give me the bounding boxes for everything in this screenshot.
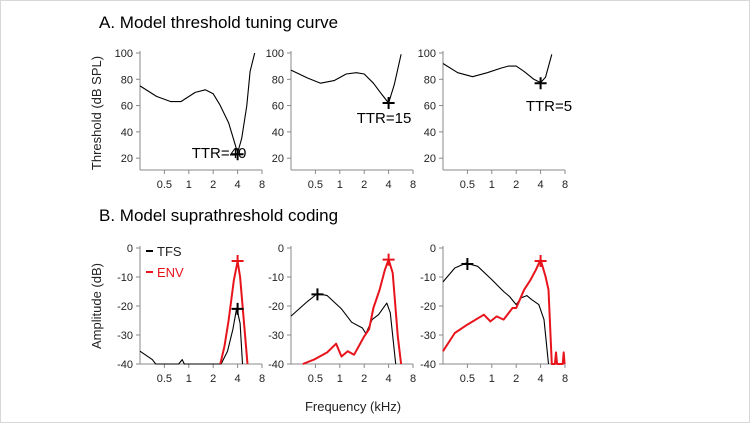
y-tick-label: -10: [117, 272, 133, 284]
peak-marker: [311, 288, 324, 301]
x-tick-label: 4: [538, 179, 544, 191]
y-tick-label: -40: [268, 359, 284, 371]
y-tick-label: 40: [121, 127, 133, 139]
peak-marker: [231, 255, 244, 268]
x-tick-label: 0.5: [157, 179, 172, 191]
panel-5: 0.5 1 2 4 8 0 -10 -20 -30 -40: [268, 243, 416, 385]
y-tick-label: -30: [117, 330, 133, 342]
y-tick-label: 0: [278, 243, 284, 255]
y-tick-label: 0: [127, 243, 133, 255]
x-tick-label: 4: [235, 373, 241, 385]
x-tick-label: 8: [562, 179, 568, 191]
x-tick-label: 2: [361, 179, 367, 191]
x-tick-label: 2: [210, 373, 216, 385]
ttr-annotation: TTR=40: [192, 145, 247, 162]
x-tick-label: 1: [489, 179, 495, 191]
x-tick-label: 2: [361, 373, 367, 385]
x-tick-label: 0.5: [157, 373, 172, 385]
section-b-title: B. Model suprathreshold coding: [99, 206, 338, 225]
x-tick-label: 2: [210, 179, 216, 191]
x-tick-label: 0.5: [308, 373, 323, 385]
ttr-annotation: TTR=15: [357, 110, 412, 127]
section-a-title: A. Model threshold tuning curve: [99, 13, 338, 32]
x-tick-label: 1: [489, 373, 495, 385]
y-tick-label: 100: [418, 48, 436, 60]
x-tick-label: 4: [386, 373, 392, 385]
x-tick-label: 0.5: [308, 179, 323, 191]
peak-marker: [231, 148, 244, 161]
legend: TFS ENV: [146, 244, 184, 280]
peak-marker: [461, 257, 474, 270]
y-tick-label: 20: [424, 153, 436, 165]
x-tick-label: 8: [410, 179, 416, 191]
x-tick-label: 2: [513, 373, 519, 385]
x-tick-label: 4: [386, 179, 392, 191]
x-tick-label: 4: [235, 179, 241, 191]
x-tick-label: 8: [410, 373, 416, 385]
y-tick-label: 20: [121, 153, 133, 165]
x-tick-label: 8: [259, 373, 265, 385]
env-curve: [219, 260, 249, 365]
env-curve: [442, 258, 566, 365]
y-tick-label: -40: [420, 359, 436, 371]
y-axis-label-amplitude: Amplitude (dB): [89, 263, 104, 349]
peak-marker: [534, 77, 547, 90]
panel-2: 0.5 1 2 4 8 20 40 60 80 100 TTR=15: [266, 48, 416, 191]
y-tick-label: -20: [420, 301, 436, 313]
x-tick-label: 8: [562, 373, 568, 385]
peak-marker: [231, 302, 244, 315]
peak-marker: [382, 253, 395, 266]
panel-6: 0.5 1 2 4 8 0 -10 -20 -30 -40: [420, 243, 568, 385]
y-tick-label: -10: [420, 272, 436, 284]
tfs-curve: [139, 307, 244, 365]
env-curve: [302, 258, 403, 365]
x-tick-label: 1: [186, 179, 192, 191]
y-tick-label: 60: [272, 101, 284, 113]
legend-label-tfs: TFS: [157, 244, 182, 259]
threshold-curve: [442, 54, 553, 84]
tfs-curve: [290, 292, 397, 365]
x-tick-label: 8: [259, 179, 265, 191]
y-tick-label: 0: [430, 243, 436, 255]
x-tick-label: 4: [538, 373, 544, 385]
panel-3: 0.5 1 2 4 8 20 40 60 80 100 TTR=5: [418, 48, 572, 191]
y-tick-label: 40: [272, 127, 284, 139]
y-tick-label: 80: [272, 74, 284, 86]
y-tick-label: 100: [115, 48, 133, 60]
peak-marker: [534, 255, 547, 268]
y-tick-label: 20: [272, 153, 284, 165]
x-tick-label: 0.5: [460, 373, 475, 385]
y-tick-label: -30: [420, 330, 436, 342]
threshold-curve: [139, 52, 256, 154]
y-tick-label: 80: [424, 74, 436, 86]
x-tick-label: 1: [186, 373, 192, 385]
y-tick-label: -20: [117, 301, 133, 313]
x-axis-label: Frequency (kHz): [305, 399, 401, 414]
legend-label-env: ENV: [157, 265, 184, 280]
y-tick-label: 60: [121, 101, 133, 113]
x-tick-label: 0.5: [460, 179, 475, 191]
y-axis-label-threshold: Threshold (dB SPL): [89, 56, 104, 170]
y-tick-label: 100: [266, 48, 284, 60]
peak-marker: [382, 96, 395, 109]
panel-4: 0.5 1 2 4 8 0 -10 -20 -30 -40: [117, 243, 265, 385]
threshold-curve: [290, 54, 402, 104]
x-tick-label: 2: [513, 179, 519, 191]
panel-1: 0.5 1 2 4 8 20 40 60 80 100 TTR=40: [115, 48, 265, 191]
y-tick-label: -30: [268, 330, 284, 342]
x-tick-label: 1: [337, 179, 343, 191]
y-tick-label: 40: [424, 127, 436, 139]
tfs-curve: [442, 262, 550, 365]
x-tick-label: 1: [337, 373, 343, 385]
y-tick-label: -20: [268, 301, 284, 313]
y-tick-label: 80: [121, 74, 133, 86]
y-tick-label: -10: [268, 272, 284, 284]
y-tick-label: 60: [424, 101, 436, 113]
ttr-annotation: TTR=5: [526, 98, 572, 115]
y-tick-label: -40: [117, 359, 133, 371]
